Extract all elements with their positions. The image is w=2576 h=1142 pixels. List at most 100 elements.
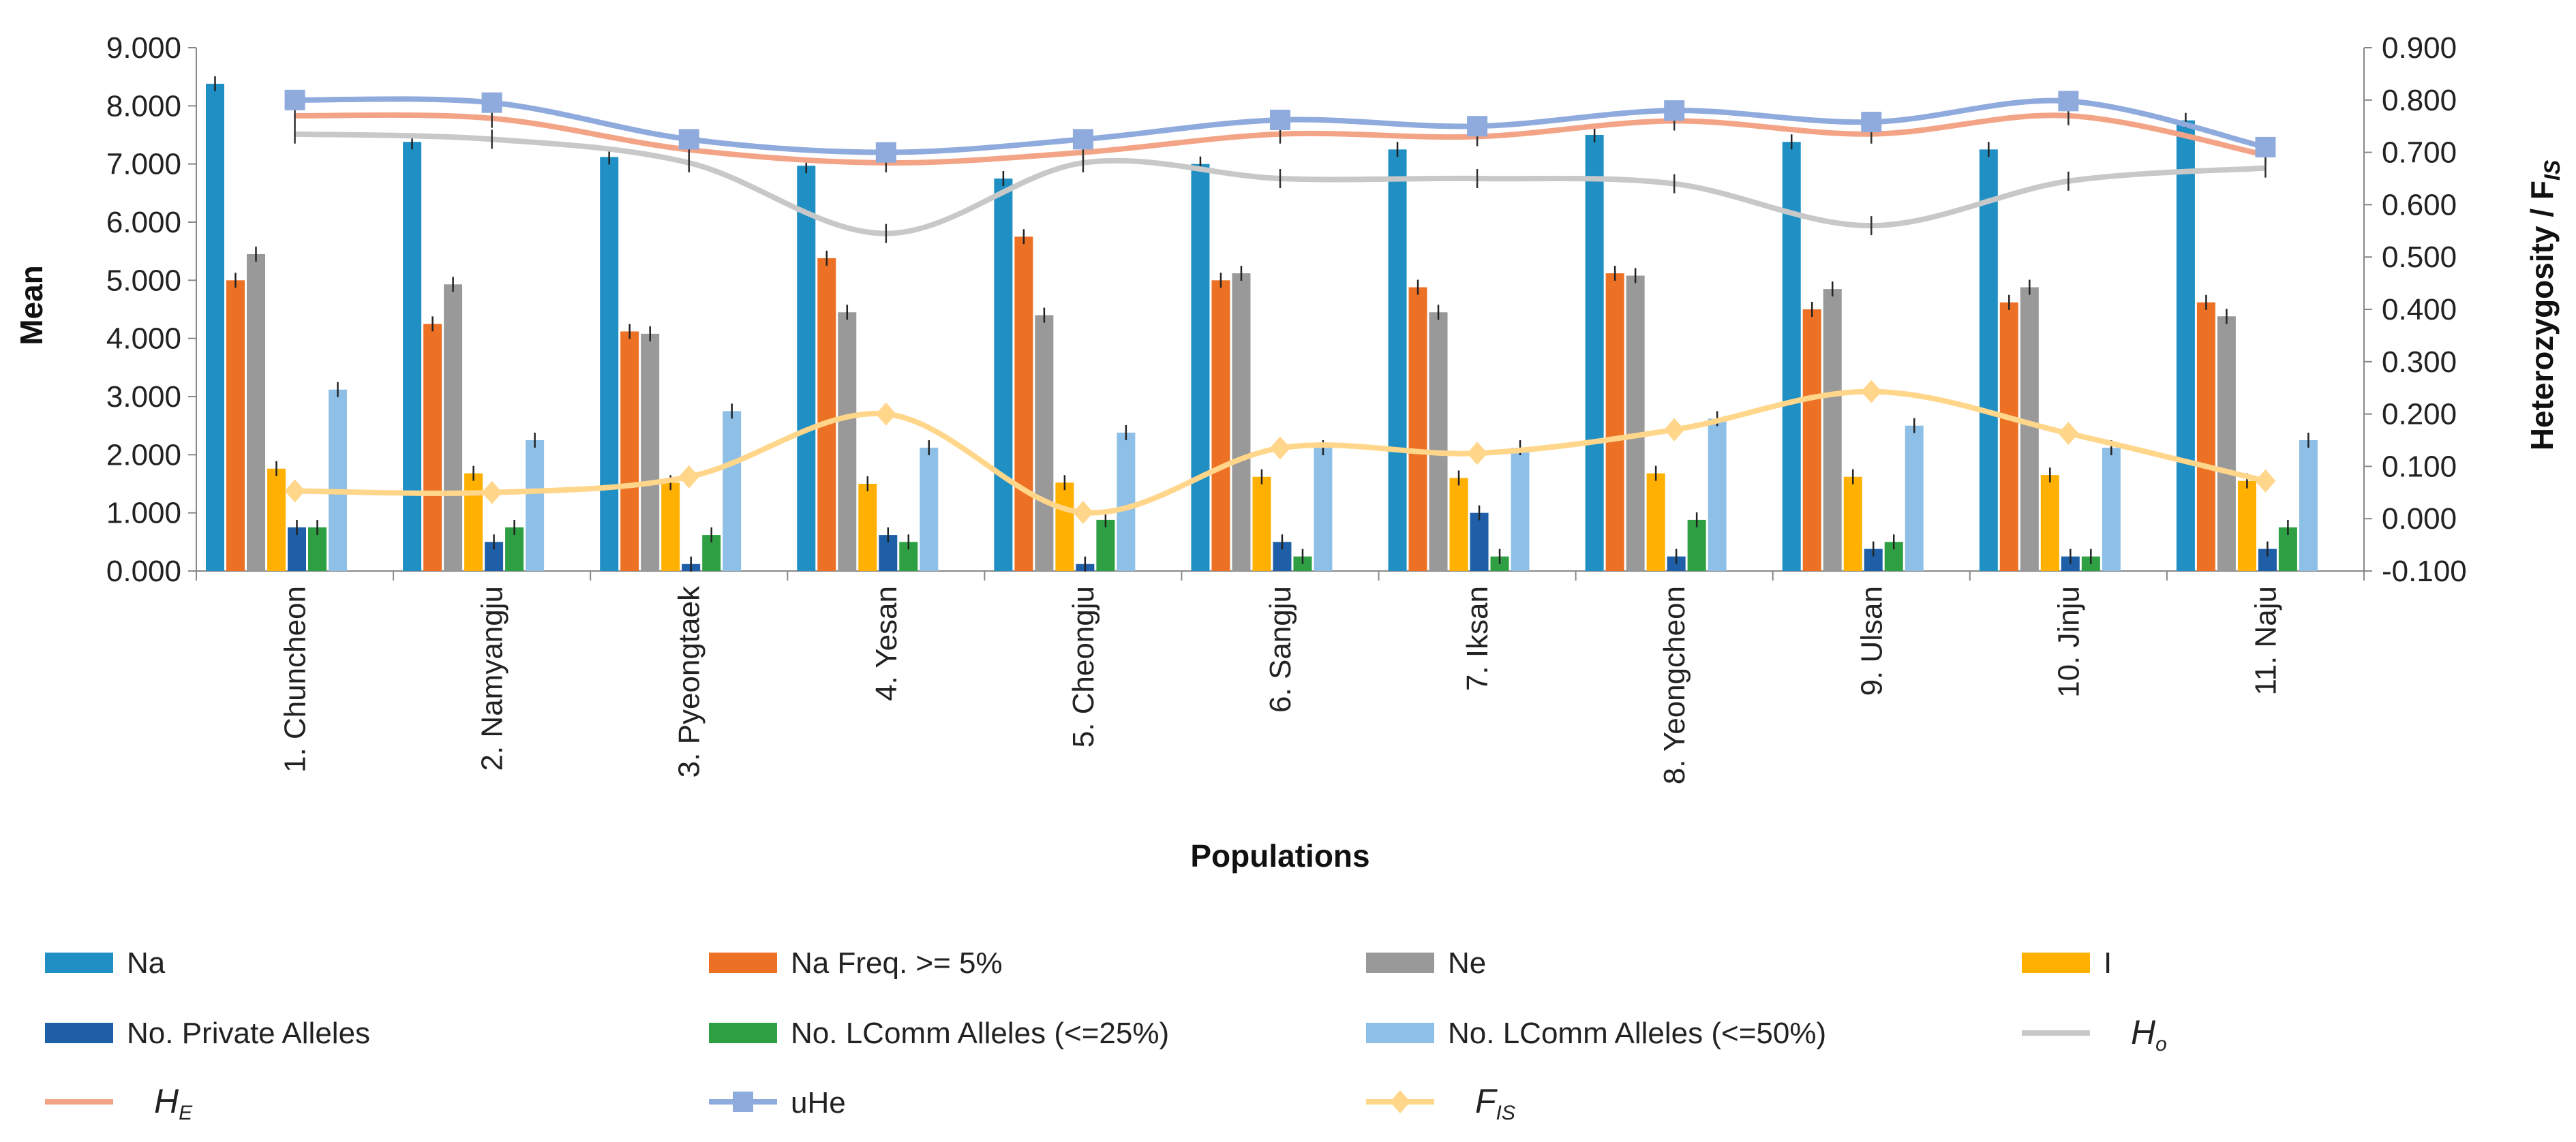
bar <box>1708 418 1727 571</box>
bar <box>1388 149 1407 572</box>
legend-label: No. LComm Alleles (<=25%) <box>791 1017 1169 1050</box>
bar <box>1408 287 1427 571</box>
bar <box>858 484 877 571</box>
bar <box>1782 142 1801 572</box>
bar <box>641 333 660 571</box>
x-axis-title: Populations <box>1190 838 1369 874</box>
bar <box>838 312 857 571</box>
y-tick-label: 1.000 <box>106 497 181 530</box>
bar <box>1055 482 1074 571</box>
legend-swatch <box>709 1023 777 1043</box>
bars-layer <box>206 76 2318 572</box>
legend-label-main: H <box>2131 1013 2156 1051</box>
bar <box>1585 135 1604 571</box>
bar <box>267 468 286 571</box>
y2-tick-label: -0.100 <box>2382 555 2467 588</box>
line-marker <box>875 142 896 163</box>
category-label: 4. Yesan <box>870 586 903 701</box>
y2-tick-label: 0.100 <box>2382 450 2457 483</box>
bar <box>2299 440 2318 571</box>
line-marker <box>1664 418 1685 442</box>
legend-swatch <box>1366 1023 1434 1043</box>
bar <box>2176 120 2195 571</box>
line-marker <box>1467 116 1488 137</box>
bar <box>329 389 347 571</box>
y-tick-label: 0.000 <box>106 555 181 588</box>
legend-label: No. LComm Alleles (<=50%) <box>1448 1017 1826 1050</box>
category-label: 3. Pyeongtaek <box>673 585 706 777</box>
category-label: 8. Yeongcheon <box>1658 586 1691 784</box>
line-marker <box>284 479 305 503</box>
legend-label: HE <box>154 1082 193 1124</box>
bar <box>723 411 742 571</box>
bar <box>2237 480 2256 571</box>
legend-label: FIS <box>1475 1082 1515 1124</box>
bar <box>1429 312 1448 571</box>
category-label: 7. Iksan <box>1461 586 1494 691</box>
bar <box>1605 273 1624 571</box>
line-marker <box>1467 442 1488 465</box>
category-label: 11. Naju <box>2249 586 2282 696</box>
y2-tick-label: 0.400 <box>2382 293 2457 326</box>
bar <box>1843 476 1862 571</box>
legend-marker <box>733 1092 753 1112</box>
legend-swatch <box>45 953 113 973</box>
y2-axis-title-sub: IS <box>2540 159 2564 181</box>
y2-tick-label: 0.800 <box>2382 84 2457 117</box>
bar <box>1449 478 1468 571</box>
line-marker <box>1861 380 1882 403</box>
legend-label-sub: IS <box>1496 1102 1515 1124</box>
line-marker <box>2255 136 2276 157</box>
y2-axis-title: Heterozygosity / FIS <box>2524 159 2564 450</box>
legend-label: Ho <box>2131 1013 2167 1055</box>
bar <box>1511 448 1530 571</box>
bar <box>526 440 545 571</box>
bar <box>600 157 619 572</box>
legend-label-main: F <box>1475 1082 1498 1120</box>
legend-label: Na Freq. >= 5% <box>791 946 1003 980</box>
y-tick-label: 6.000 <box>106 206 181 239</box>
bar <box>1014 236 1033 571</box>
y-tick-label: 8.000 <box>106 89 181 123</box>
y2-tick-label: 0.700 <box>2382 136 2457 170</box>
legend-label-sub: o <box>2155 1033 2167 1055</box>
bar <box>994 179 1013 571</box>
line-marker <box>2058 422 2079 446</box>
category-labels-layer: 1. Chuncheon 2. Namyangju 3. Pyeongtaek 4. … <box>279 585 2283 784</box>
y-tick-label: 9.000 <box>106 31 181 65</box>
y-tick-label: 7.000 <box>106 148 181 181</box>
y-tick-label: 4.000 <box>106 322 181 356</box>
bar <box>226 280 245 571</box>
category-label: 10. Jinju <box>2052 586 2085 698</box>
bar <box>2196 302 2215 571</box>
bar <box>797 166 816 571</box>
category-label: 6. Sangju <box>1264 586 1297 713</box>
bar <box>1096 519 1115 571</box>
bar <box>1823 289 1842 571</box>
line-marker <box>1270 436 1290 460</box>
legend-marker <box>1390 1090 1410 1113</box>
y2-tick-label: 0.200 <box>2382 398 2457 431</box>
line-marker <box>2255 469 2276 493</box>
legend-label: uHe <box>791 1086 846 1120</box>
legend-swatch <box>1366 953 1434 973</box>
y2-tick-label: 0.600 <box>2382 188 2457 221</box>
y2-axis-title-main: Heterozygosity / F <box>2524 181 2560 450</box>
y-tick-label: 2.000 <box>106 438 181 472</box>
line-marker <box>1270 109 1290 130</box>
bar <box>1979 149 1998 572</box>
bar <box>817 258 836 571</box>
category-label: 2. Namyangju <box>476 586 509 771</box>
bar <box>661 482 680 571</box>
legend-label-main: uHe <box>791 1086 846 1120</box>
category-label: 9. Ulsan <box>1855 586 1888 696</box>
line-marker <box>1072 500 1093 524</box>
bar <box>423 324 442 571</box>
line-marker <box>481 480 502 504</box>
ticks-layer: 0.000 1.000 2.000 3.000 4.000 5.000 6.000 7.000… <box>106 31 2467 588</box>
bar <box>1117 432 1136 571</box>
bar <box>1646 473 1665 571</box>
bar <box>403 142 422 572</box>
legend-swatch <box>709 953 777 973</box>
y2-tick-label: 0.500 <box>2382 241 2457 274</box>
